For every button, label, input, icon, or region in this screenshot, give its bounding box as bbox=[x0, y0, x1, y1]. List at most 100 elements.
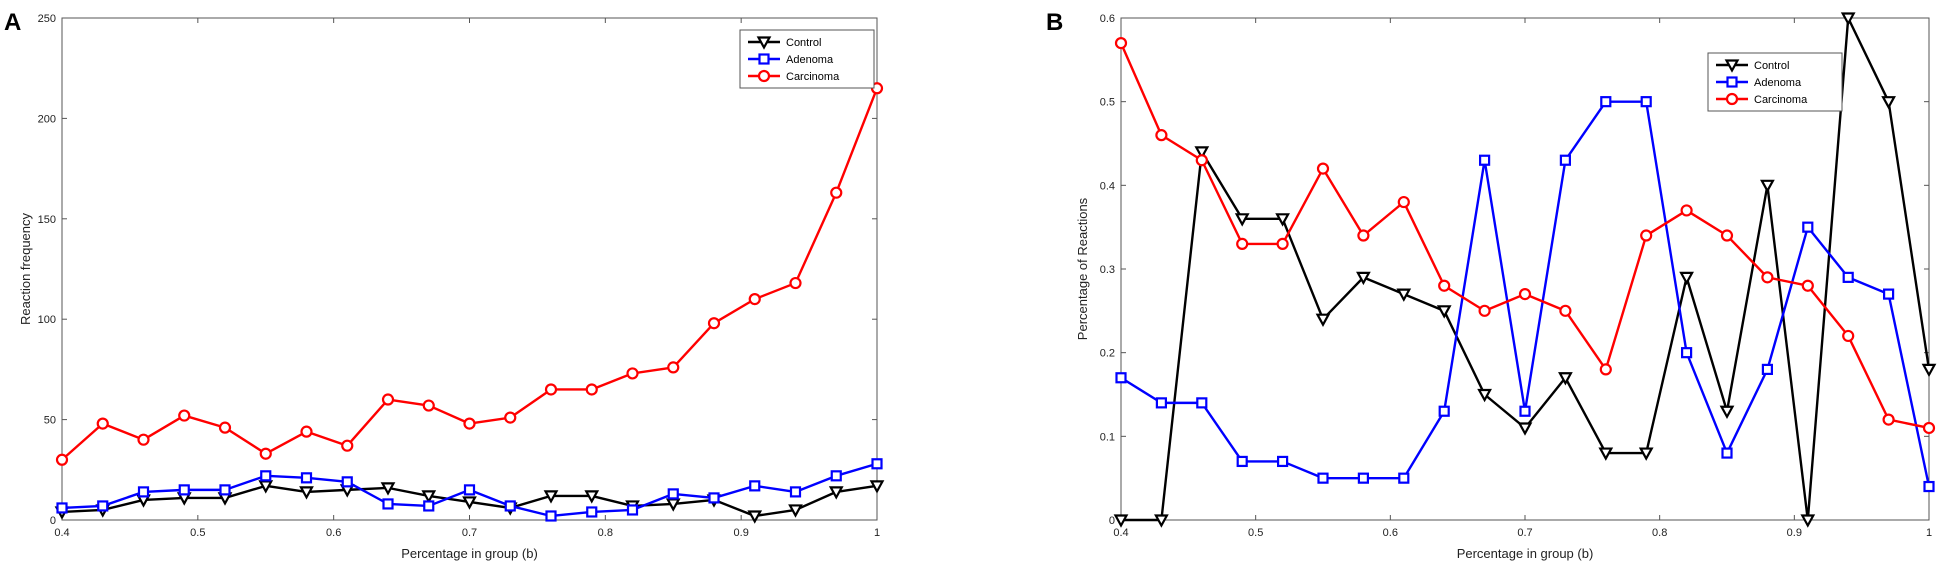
panel-b-label: B bbox=[1046, 9, 1063, 36]
panel-b-series-adenoma-point bbox=[1155, 397, 1168, 409]
panel-a-series-adenoma bbox=[56, 458, 883, 522]
panel-a-legend-marker bbox=[756, 36, 772, 50]
panel-b-series-carcinoma-point bbox=[1559, 304, 1572, 317]
panel-b-legend-marker bbox=[1725, 92, 1739, 106]
panel-b-series-carcinoma-point bbox=[1195, 154, 1208, 167]
panel-a-series-carcinoma-point bbox=[504, 411, 517, 424]
panel-a-legend-label: Adenoma bbox=[786, 54, 834, 66]
panel-a-series-control-point bbox=[869, 480, 885, 494]
panel-a-series-adenoma-point bbox=[708, 492, 720, 504]
panel-a-series-carcinoma-point bbox=[96, 417, 109, 430]
panel-a-series-control-point bbox=[828, 486, 844, 500]
panel-a-series-carcinoma-point bbox=[137, 433, 150, 446]
panel-a-series-control-point bbox=[788, 504, 803, 518]
panel-b-series-adenoma-point bbox=[1559, 154, 1572, 166]
panel-b-y-tick-label: 0 bbox=[1109, 515, 1115, 527]
panel-b-series-control-point bbox=[1154, 514, 1169, 528]
panel-b-series-control-point bbox=[1921, 363, 1937, 378]
panel-a-series-adenoma-point bbox=[545, 510, 557, 522]
panel-a-legend: Control Adenoma Carcinoma bbox=[739, 29, 875, 89]
panel-a-y-tick-label: 200 bbox=[38, 113, 56, 125]
panel-b-y-tick-label: 0.2 bbox=[1100, 348, 1115, 360]
panel-b-series-adenoma-point bbox=[1115, 372, 1127, 384]
panel-b-series-control-point bbox=[1113, 514, 1129, 528]
panel-a-legend-label: Carcinoma bbox=[786, 71, 840, 83]
panel-b-series-adenoma-point bbox=[1882, 288, 1895, 300]
panel-a-x-tick-label: 0.9 bbox=[734, 527, 749, 539]
panel-b-series-carcinoma-point bbox=[1236, 237, 1249, 250]
panel-b-series-control-point bbox=[1477, 388, 1492, 403]
panel-b-x-tick-label: 0.8 bbox=[1652, 527, 1667, 539]
panel-a-series-adenoma-point bbox=[830, 470, 842, 482]
panel-a-x-tick-label: 0.4 bbox=[54, 527, 69, 539]
panel-a-series-control-point bbox=[380, 482, 396, 496]
panel-a-series-adenoma-point bbox=[626, 504, 639, 516]
panel-a-series-control-point bbox=[462, 496, 477, 510]
panel-a-legend-marker bbox=[757, 69, 771, 83]
panel-a-series-adenoma-point bbox=[382, 498, 394, 510]
panel-b-series-control-point bbox=[1315, 313, 1331, 327]
panel-a-series-carcinoma-point bbox=[300, 425, 313, 438]
panel-b-y-axis-title: Percentage of Reactions bbox=[1075, 197, 1090, 340]
panel-b-series-adenoma-point bbox=[1276, 455, 1289, 468]
panel-b-series-carcinoma-point bbox=[1761, 271, 1774, 284]
panel-b-series-adenoma-point bbox=[1519, 405, 1531, 417]
panel-b-x-tick-label: 0.7 bbox=[1517, 527, 1532, 539]
panel-b-series-carcinoma-point bbox=[1155, 129, 1168, 142]
panel-b-series-control-point bbox=[1356, 271, 1371, 286]
panel-a-series-carcinoma-point bbox=[667, 361, 680, 374]
panel-a-series-adenoma-point bbox=[749, 480, 761, 492]
panel-b-series-carcinoma-point bbox=[1842, 329, 1855, 343]
panel-b-legend-label: Control bbox=[1754, 60, 1789, 72]
panel-b-series-control-point bbox=[1840, 12, 1856, 26]
panel-b-series-carcinoma-point bbox=[1599, 363, 1612, 376]
panel-b-series-carcinoma-point bbox=[1922, 421, 1936, 435]
panel-a-x-tick-label: 0.5 bbox=[190, 527, 205, 539]
panel-b-series-carcinoma-point bbox=[1276, 237, 1289, 250]
panel-a-series-adenoma-point bbox=[586, 506, 598, 518]
panel-b-series-control-point bbox=[1275, 213, 1290, 227]
panel-b-series-carcinoma-point bbox=[1720, 229, 1734, 242]
panel-b-series-carcinoma-point bbox=[1882, 413, 1895, 426]
panel-b-series-adenoma-point bbox=[1680, 347, 1693, 359]
panel-a-series-control-point bbox=[421, 490, 437, 504]
panel-a-series-carcinoma-point bbox=[585, 383, 598, 396]
panel-a-series-control-point bbox=[543, 490, 559, 504]
panel-b-legend-marker bbox=[1724, 59, 1740, 73]
panel-b-y-tick-label: 0.6 bbox=[1100, 13, 1115, 25]
panel-b-series-carcinoma-point bbox=[1357, 229, 1370, 242]
panel-b-series-adenoma-point bbox=[1600, 96, 1612, 108]
panel-b-series-carcinoma-point bbox=[1640, 229, 1653, 242]
panel-a-series-carcinoma-point bbox=[748, 293, 761, 306]
panel-a-series-carcinoma-point bbox=[55, 453, 69, 466]
panel-b-series-adenoma-point bbox=[1438, 405, 1450, 417]
panel-b-series-carcinoma-point bbox=[1316, 162, 1330, 175]
panel-a-series-carcinoma-point bbox=[707, 317, 721, 330]
panel-a-series-adenoma-point bbox=[178, 484, 190, 496]
panel-b-y-tick-label: 0.4 bbox=[1100, 180, 1115, 192]
panel-b-series-control-point bbox=[1598, 447, 1614, 461]
panel-b-series-control-point bbox=[1194, 146, 1210, 160]
panel-a-y-tick-label: 0 bbox=[50, 515, 56, 527]
panel-b-series-control-point bbox=[1517, 422, 1533, 436]
panel-b-x-tick-label: 0.5 bbox=[1248, 527, 1263, 539]
panel-b-series-adenoma-point bbox=[1317, 472, 1329, 484]
panel-b-y-tick-label: 0.5 bbox=[1100, 97, 1115, 109]
panel-a-x-tick-label: 1 bbox=[874, 527, 880, 539]
panel-b-x-tick-label: 0.6 bbox=[1383, 527, 1398, 539]
panel-a-series-carcinoma-point bbox=[463, 417, 476, 430]
panel-b-series-control-point bbox=[1800, 514, 1816, 528]
panel-b-series-control-point bbox=[1234, 213, 1250, 227]
panel-b-series-adenoma-point bbox=[1802, 221, 1814, 233]
panel-a-y-tick-label: 150 bbox=[38, 214, 56, 226]
panel-b-x-tick-label: 0.4 bbox=[1113, 527, 1128, 539]
panel-b-series-carcinoma-point bbox=[1114, 36, 1128, 50]
panel-b-series-carcinoma-point bbox=[1478, 304, 1491, 317]
panel-b-legend-marker bbox=[1726, 76, 1738, 88]
panel-b-series-adenoma-point bbox=[1478, 154, 1491, 166]
panel-a-y-tick-label: 250 bbox=[38, 13, 56, 25]
panel-b-y-tick-label: 0.3 bbox=[1100, 264, 1115, 276]
panel-a-series-adenoma-point bbox=[56, 502, 68, 514]
panel-a-series-adenoma-point bbox=[423, 500, 435, 512]
panel-b-y-tick-label: 0.1 bbox=[1100, 431, 1115, 443]
